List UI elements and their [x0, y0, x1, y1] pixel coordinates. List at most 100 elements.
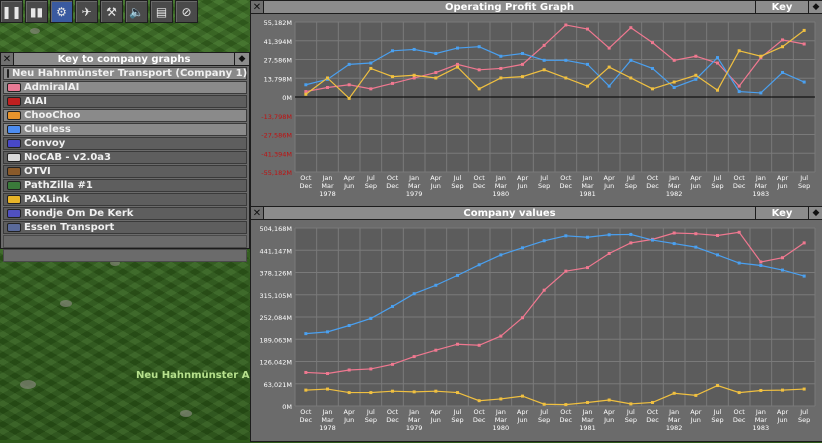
close-icon[interactable]: ✕	[251, 207, 264, 219]
x-tick-label: Jun	[430, 182, 441, 190]
x-tick-label: Sep	[365, 182, 377, 190]
data-point	[694, 73, 698, 77]
town-name-label[interactable]: Neu Hahnmünster Airp	[136, 370, 265, 381]
company-values-titlebar[interactable]: ✕ Company values Key ◆	[251, 207, 822, 220]
x-tick-label: Jun	[690, 182, 701, 190]
data-point	[521, 52, 524, 56]
x-tick-label: Jan	[408, 408, 419, 416]
x-tick-label: Mar	[668, 416, 681, 424]
values-key-button[interactable]: Key	[755, 207, 808, 219]
data-point	[499, 334, 503, 338]
data-point	[412, 47, 416, 51]
pin-icon[interactable]: ◆	[234, 53, 249, 65]
company-key-row[interactable]: NoCAB - v2.0a3	[3, 151, 247, 164]
data-point	[629, 26, 633, 30]
data-point	[586, 400, 589, 404]
map-rock	[20, 380, 36, 389]
series-line	[305, 233, 805, 335]
data-point	[737, 230, 741, 234]
x-tick-label: Oct	[387, 408, 399, 416]
profit-chart: 55,182M 41,394M 27,586M 13,798M 0M -13,798M -2…	[261, 19, 816, 198]
x-tick-label: Dec	[733, 182, 746, 190]
close-icon[interactable]: ✕	[1, 53, 14, 65]
aircraft-icon[interactable]: ✈	[75, 0, 98, 23]
data-point	[347, 324, 351, 328]
y-tick-label: 504,168M	[260, 225, 293, 233]
data-point	[542, 288, 546, 292]
data-point	[499, 253, 503, 257]
x-tick-label: Jul	[799, 174, 808, 182]
company-name: Rondje Om De Kerk	[24, 208, 134, 219]
pause-icon[interactable]: ❚❚	[0, 0, 23, 23]
x-tick-label: Sep	[365, 416, 377, 424]
key-window-titlebar[interactable]: ✕ Key to company graphs ◆	[1, 53, 249, 66]
data-point	[434, 71, 438, 75]
company-color-swatch	[7, 69, 9, 78]
profit-graph-titlebar[interactable]: ✕ Operating Profit Graph Key ◆	[251, 1, 822, 14]
x-tick-label: Jul	[539, 408, 548, 416]
x-tick-label: Jan	[581, 408, 592, 416]
company-key-row[interactable]: AIAI	[3, 95, 247, 108]
company-name: NoCAB - v2.0a3	[24, 152, 111, 163]
key-window: ✕ Key to company graphs ◆ Neu Hahnmünste…	[0, 52, 250, 262]
company-key-row[interactable]: Clueless	[3, 123, 247, 136]
company-name: PathZilla #1	[24, 180, 93, 191]
data-point	[369, 391, 373, 395]
data-point	[737, 49, 741, 53]
pin-icon[interactable]: ◆	[808, 207, 822, 219]
company-name: PAXLink	[24, 194, 70, 205]
data-point	[412, 292, 416, 296]
options-icon[interactable]: ⚙	[50, 0, 73, 23]
x-tick-label: Sep	[711, 182, 723, 190]
company-key-row[interactable]: PAXLink	[3, 193, 247, 206]
x-tick-label: 1980	[493, 190, 510, 198]
x-tick-label: Jul	[626, 408, 635, 416]
data-point	[369, 316, 373, 320]
company-key-row[interactable]: Rondje Om De Kerk	[3, 207, 247, 220]
data-point	[781, 38, 784, 42]
x-tick-label: Mar	[495, 416, 508, 424]
x-tick-label: 1978	[319, 424, 336, 432]
data-point	[672, 80, 676, 84]
data-point	[802, 387, 806, 391]
map-rock	[60, 300, 72, 307]
company-key-row[interactable]: Convoy	[3, 137, 247, 150]
fast-forward-icon[interactable]: ▮▮	[25, 0, 48, 23]
data-point	[759, 91, 763, 95]
data-point	[499, 397, 503, 401]
sound-icon[interactable]: 🔈	[125, 0, 148, 23]
x-tick-label: Apr	[430, 408, 442, 416]
company-key-row[interactable]: PathZilla #1	[3, 179, 247, 192]
pin-icon[interactable]: ◆	[808, 1, 822, 13]
data-point	[672, 391, 676, 395]
data-point	[456, 342, 459, 346]
x-tick-label: Mar	[581, 182, 594, 190]
company-key-row[interactable]: AdmiralAI	[3, 81, 247, 94]
x-tick-label: Sep	[625, 182, 637, 190]
stop-icon[interactable]: ⊘	[175, 0, 198, 23]
newspaper-icon[interactable]: ▤	[150, 0, 173, 23]
close-icon[interactable]: ✕	[251, 1, 264, 13]
data-point	[802, 28, 806, 32]
company-key-row[interactable]: Neu Hahnmünster Transport (Company 1)	[3, 67, 247, 80]
data-point	[694, 245, 698, 249]
company-key-row[interactable]: Essen Transport	[3, 221, 247, 234]
x-tick-label: Dec	[646, 416, 659, 424]
company-key-row[interactable]: ChooChoo	[3, 109, 247, 122]
x-tick-label: Dec	[473, 416, 486, 424]
data-point	[412, 73, 416, 77]
data-point	[781, 256, 784, 260]
x-tick-label: 1982	[666, 190, 683, 198]
data-point	[607, 84, 611, 88]
x-tick-label: Jan	[495, 408, 506, 416]
x-tick-label: 1980	[493, 424, 510, 432]
x-tick-label: Apr	[690, 174, 702, 182]
profit-key-button[interactable]: Key	[755, 1, 808, 13]
data-point	[304, 83, 308, 87]
company-key-row[interactable]: OTVI	[3, 165, 247, 178]
data-point	[521, 246, 524, 250]
company-color-swatch	[7, 153, 21, 162]
terraform-icon[interactable]: ⚒	[100, 0, 123, 23]
data-point	[672, 85, 676, 89]
company-color-swatch	[7, 97, 21, 106]
